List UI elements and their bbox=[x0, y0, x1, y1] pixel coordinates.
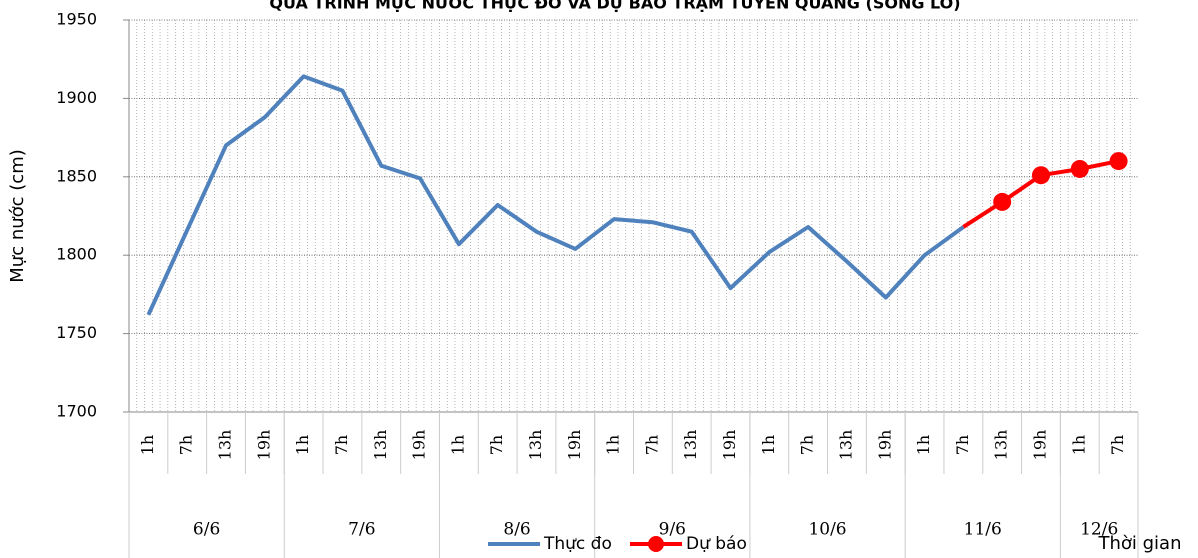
x-tick-label: 19h bbox=[254, 430, 273, 461]
forecast-marker bbox=[1070, 159, 1089, 178]
group-label: 12/6 bbox=[1080, 520, 1118, 540]
x-tick-label: 7h bbox=[332, 435, 351, 455]
x-tick-label: 7h bbox=[487, 435, 506, 455]
forecast-marker bbox=[1109, 152, 1128, 171]
x-tick-label: 19h bbox=[410, 430, 429, 461]
y-tick-label: 1700 bbox=[56, 402, 97, 421]
series-line bbox=[146, 74, 965, 316]
x-tick-label: 13h bbox=[371, 430, 390, 461]
x-tick-label: 13h bbox=[836, 430, 855, 461]
legend-marker bbox=[648, 536, 664, 552]
x-tick-label: 1h bbox=[1069, 435, 1088, 455]
series-line bbox=[1001, 159, 1119, 204]
x-tick-label: 7h bbox=[1108, 435, 1127, 455]
x-tick-label: 1h bbox=[138, 435, 157, 455]
x-tick-label: 13h bbox=[681, 430, 700, 461]
x-tick-label: 7h bbox=[642, 435, 661, 455]
x-tick-label: 7h bbox=[953, 435, 972, 455]
forecast-marker bbox=[993, 192, 1012, 211]
x-tick-label: 19h bbox=[875, 430, 894, 461]
group-label: 6/6 bbox=[193, 520, 220, 540]
y-axis-title: Mực nước (cm) bbox=[7, 149, 28, 282]
group-label: 10/6 bbox=[808, 520, 846, 540]
x-tick-label: 1h bbox=[293, 435, 312, 455]
x-tick-label: 7h bbox=[798, 435, 817, 455]
chart-title: QUÁ TRÌNH MỰC NƯỚC THỰC ĐO VÀ DỰ BÁO TRẠ… bbox=[269, 0, 960, 13]
y-tick-label: 1850 bbox=[56, 166, 97, 185]
x-tick-label: 1h bbox=[759, 435, 778, 455]
y-tick-label: 1800 bbox=[56, 245, 97, 264]
x-tick-label: 1h bbox=[914, 435, 933, 455]
x-tick-label: 13h bbox=[992, 430, 1011, 461]
legend-label: Thực đo bbox=[543, 534, 612, 554]
y-tick-label: 1950 bbox=[56, 10, 97, 29]
group-label: 8/6 bbox=[503, 520, 530, 540]
x-tick-label: 19h bbox=[1030, 430, 1049, 461]
group-label: 9/6 bbox=[659, 520, 686, 540]
legend-label: Dự báo bbox=[686, 534, 747, 554]
x-tick-label: 7h bbox=[177, 435, 196, 455]
forecast-marker bbox=[1031, 166, 1050, 185]
x-tick-label: 1h bbox=[448, 435, 467, 455]
group-label: 11/6 bbox=[964, 520, 1002, 540]
x-tick-label: 13h bbox=[216, 430, 235, 461]
x-tick-label: 19h bbox=[720, 430, 739, 461]
y-tick-label: 1900 bbox=[56, 88, 97, 107]
x-axis-title: Thời gian bbox=[1097, 533, 1181, 554]
group-label: 7/6 bbox=[348, 520, 375, 540]
y-tick-label: 1750 bbox=[56, 323, 97, 342]
x-tick-label: 13h bbox=[526, 430, 545, 461]
x-tick-label: 1h bbox=[604, 435, 623, 455]
x-tick-label: 19h bbox=[565, 430, 584, 461]
